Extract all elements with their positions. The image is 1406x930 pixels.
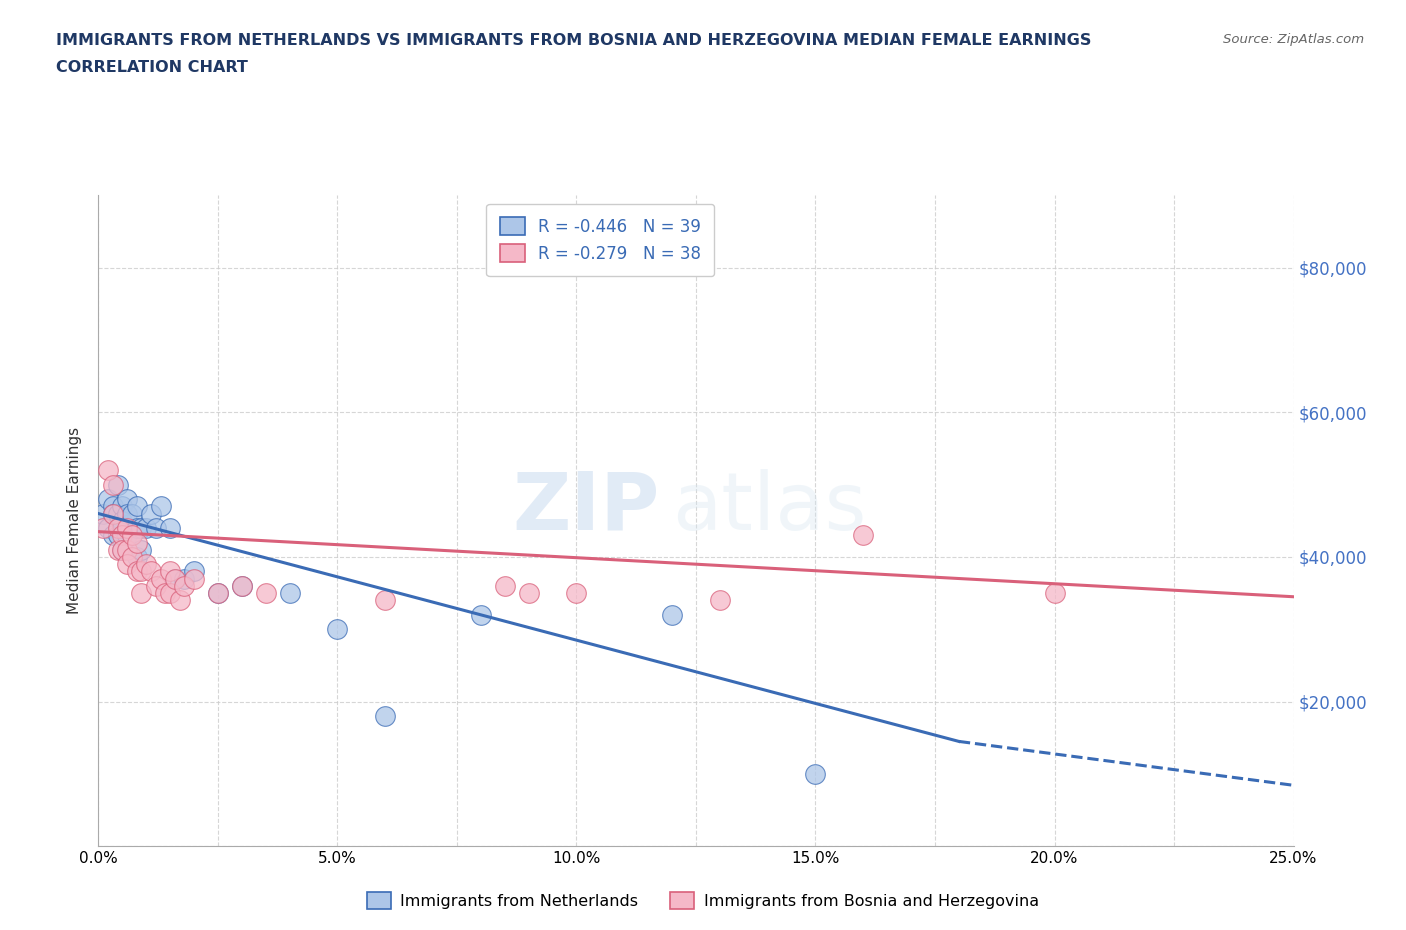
Point — [163, 571, 186, 586]
Point — [111, 521, 134, 536]
Point — [131, 564, 153, 578]
Point — [149, 498, 172, 513]
Point — [207, 586, 229, 601]
Point — [131, 521, 153, 536]
Point — [231, 578, 253, 593]
Text: ZIP: ZIP — [513, 469, 661, 547]
Point — [125, 550, 148, 565]
Point — [254, 586, 277, 601]
Point — [183, 571, 205, 586]
Point — [565, 586, 588, 601]
Point — [374, 709, 396, 724]
Point — [709, 593, 731, 608]
Point — [107, 477, 129, 492]
Point — [97, 492, 120, 507]
Point — [107, 521, 129, 536]
Point — [145, 521, 167, 536]
Point — [121, 550, 143, 565]
Point — [139, 506, 162, 521]
Point — [163, 571, 186, 586]
Point — [101, 528, 124, 543]
Point — [517, 586, 540, 601]
Point — [661, 607, 683, 622]
Point — [159, 564, 181, 578]
Point — [107, 542, 129, 557]
Point — [159, 586, 181, 601]
Point — [111, 513, 134, 528]
Point — [131, 542, 153, 557]
Point — [149, 571, 172, 586]
Point — [494, 578, 516, 593]
Text: Source: ZipAtlas.com: Source: ZipAtlas.com — [1223, 33, 1364, 46]
Point — [1043, 586, 1066, 601]
Point — [91, 521, 114, 536]
Point — [91, 506, 114, 521]
Point — [101, 506, 124, 521]
Point — [173, 571, 195, 586]
Text: atlas: atlas — [672, 469, 866, 547]
Point — [139, 564, 162, 578]
Point — [107, 506, 129, 521]
Point — [207, 586, 229, 601]
Point — [173, 578, 195, 593]
Point — [115, 492, 138, 507]
Point — [231, 578, 253, 593]
Point — [107, 528, 129, 543]
Point — [111, 498, 134, 513]
Point — [125, 535, 148, 550]
Point — [101, 477, 124, 492]
Point — [135, 521, 157, 536]
Text: CORRELATION CHART: CORRELATION CHART — [56, 60, 247, 75]
Point — [804, 766, 827, 781]
Y-axis label: Median Female Earnings: Median Female Earnings — [67, 427, 83, 615]
Point — [115, 521, 138, 536]
Point — [111, 542, 134, 557]
Point — [101, 498, 124, 513]
Point — [115, 506, 138, 521]
Point — [121, 528, 143, 543]
Point — [131, 586, 153, 601]
Point — [115, 542, 138, 557]
Point — [155, 586, 177, 601]
Point — [169, 593, 191, 608]
Point — [121, 528, 143, 543]
Point — [125, 498, 148, 513]
Point — [115, 557, 138, 572]
Point — [111, 542, 134, 557]
Point — [326, 622, 349, 637]
Point — [121, 506, 143, 521]
Point — [97, 521, 120, 536]
Point — [278, 586, 301, 601]
Point — [101, 506, 124, 521]
Point — [111, 528, 134, 543]
Point — [470, 607, 492, 622]
Point — [97, 463, 120, 478]
Point — [159, 521, 181, 536]
Point — [135, 557, 157, 572]
Point — [374, 593, 396, 608]
Point — [145, 578, 167, 593]
Point — [852, 528, 875, 543]
Point — [125, 564, 148, 578]
Point — [115, 528, 138, 543]
Point — [125, 521, 148, 536]
Legend: R = -0.446   N = 39, R = -0.279   N = 38: R = -0.446 N = 39, R = -0.279 N = 38 — [486, 204, 714, 276]
Text: IMMIGRANTS FROM NETHERLANDS VS IMMIGRANTS FROM BOSNIA AND HERZEGOVINA MEDIAN FEM: IMMIGRANTS FROM NETHERLANDS VS IMMIGRANT… — [56, 33, 1091, 47]
Point — [183, 564, 205, 578]
Legend: Immigrants from Netherlands, Immigrants from Bosnia and Herzegovina: Immigrants from Netherlands, Immigrants … — [359, 884, 1047, 917]
